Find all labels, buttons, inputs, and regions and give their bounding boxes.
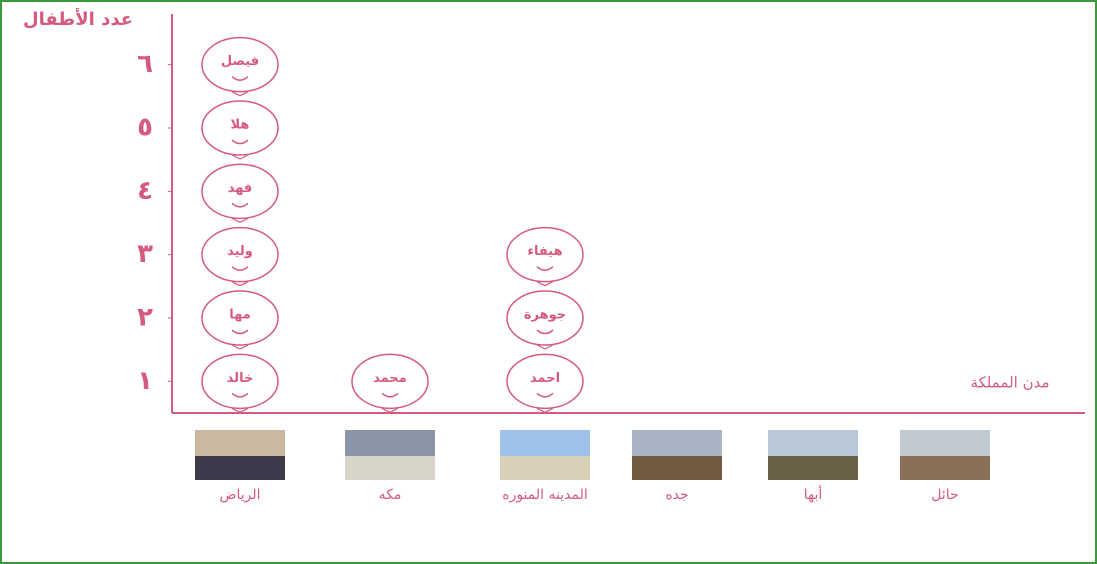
icon-label: فيصل — [221, 54, 259, 69]
icon-label: فهد — [228, 181, 253, 196]
icon-column: محمد — [351, 353, 429, 414]
bow — [536, 344, 554, 350]
smile — [231, 139, 249, 145]
x-tick-label: جده — [665, 487, 688, 503]
smile — [536, 266, 554, 271]
face — [201, 290, 279, 346]
icon-column: خالد مها وليد فهد هلا فيصل — [201, 36, 279, 414]
bow — [231, 281, 249, 287]
icon-label: جوهرة — [524, 308, 566, 323]
bow — [536, 407, 554, 414]
icon-label: احمد — [530, 371, 560, 386]
x-tick-label: أبها — [804, 485, 823, 503]
icon-label: خالد — [227, 371, 254, 386]
smile — [231, 266, 249, 271]
smile — [231, 329, 249, 335]
x-tick-label: المدينه المنوره — [502, 487, 587, 503]
smile — [231, 392, 249, 398]
icon-label: مها — [229, 308, 251, 323]
bow — [231, 154, 249, 160]
bow — [231, 344, 249, 350]
x-tick-label: مكه — [379, 487, 402, 503]
bow — [231, 407, 249, 414]
icon-label: وليد — [227, 244, 253, 259]
city-photo-sky — [195, 430, 285, 456]
city-photo-sky — [900, 430, 990, 456]
icon-label: هلا — [231, 118, 250, 133]
city-photo-ground — [195, 456, 285, 480]
bow — [381, 407, 399, 414]
face — [201, 163, 279, 220]
y-tick-label: ١ — [137, 366, 153, 396]
face — [201, 226, 279, 283]
face — [201, 100, 279, 156]
face — [201, 353, 279, 410]
city-photo-ground — [500, 456, 590, 480]
smile — [536, 392, 554, 398]
icon-label: هيفاء — [527, 244, 562, 259]
y-tick-label: ٤ — [137, 176, 153, 206]
city-photo-sky — [768, 430, 858, 456]
x-tick-label: الرياض — [220, 487, 261, 503]
city-photo-sky — [500, 430, 590, 456]
icon-label: محمد — [373, 371, 407, 386]
smile — [231, 202, 249, 208]
city-photo-sky — [632, 430, 722, 456]
y-tick-label: ٥ — [137, 113, 153, 143]
bow — [536, 281, 554, 287]
face — [506, 290, 584, 346]
face — [351, 353, 429, 410]
y-tick-label: ٢ — [137, 303, 153, 333]
icon-column: احمد جوهرة هيفاء — [506, 226, 584, 414]
city-photo-ground — [768, 456, 858, 480]
y-tick-label: ٣ — [137, 239, 153, 269]
smile — [381, 392, 399, 398]
face — [506, 226, 584, 283]
face — [506, 353, 584, 410]
face — [201, 36, 279, 93]
y-axis-label: عدد الأطفال — [23, 8, 133, 30]
bow — [231, 217, 249, 224]
x-axis-label: مدن المملكة — [970, 374, 1049, 392]
city-photo-ground — [632, 456, 722, 480]
city-photo-ground — [345, 456, 435, 480]
x-tick-label: حائل — [931, 487, 958, 503]
city-photo-sky — [345, 430, 435, 456]
smile — [231, 76, 249, 81]
y-tick-label: ٦ — [137, 49, 153, 79]
smile — [536, 329, 554, 335]
city-photo-ground — [900, 456, 990, 480]
bow — [231, 91, 249, 97]
